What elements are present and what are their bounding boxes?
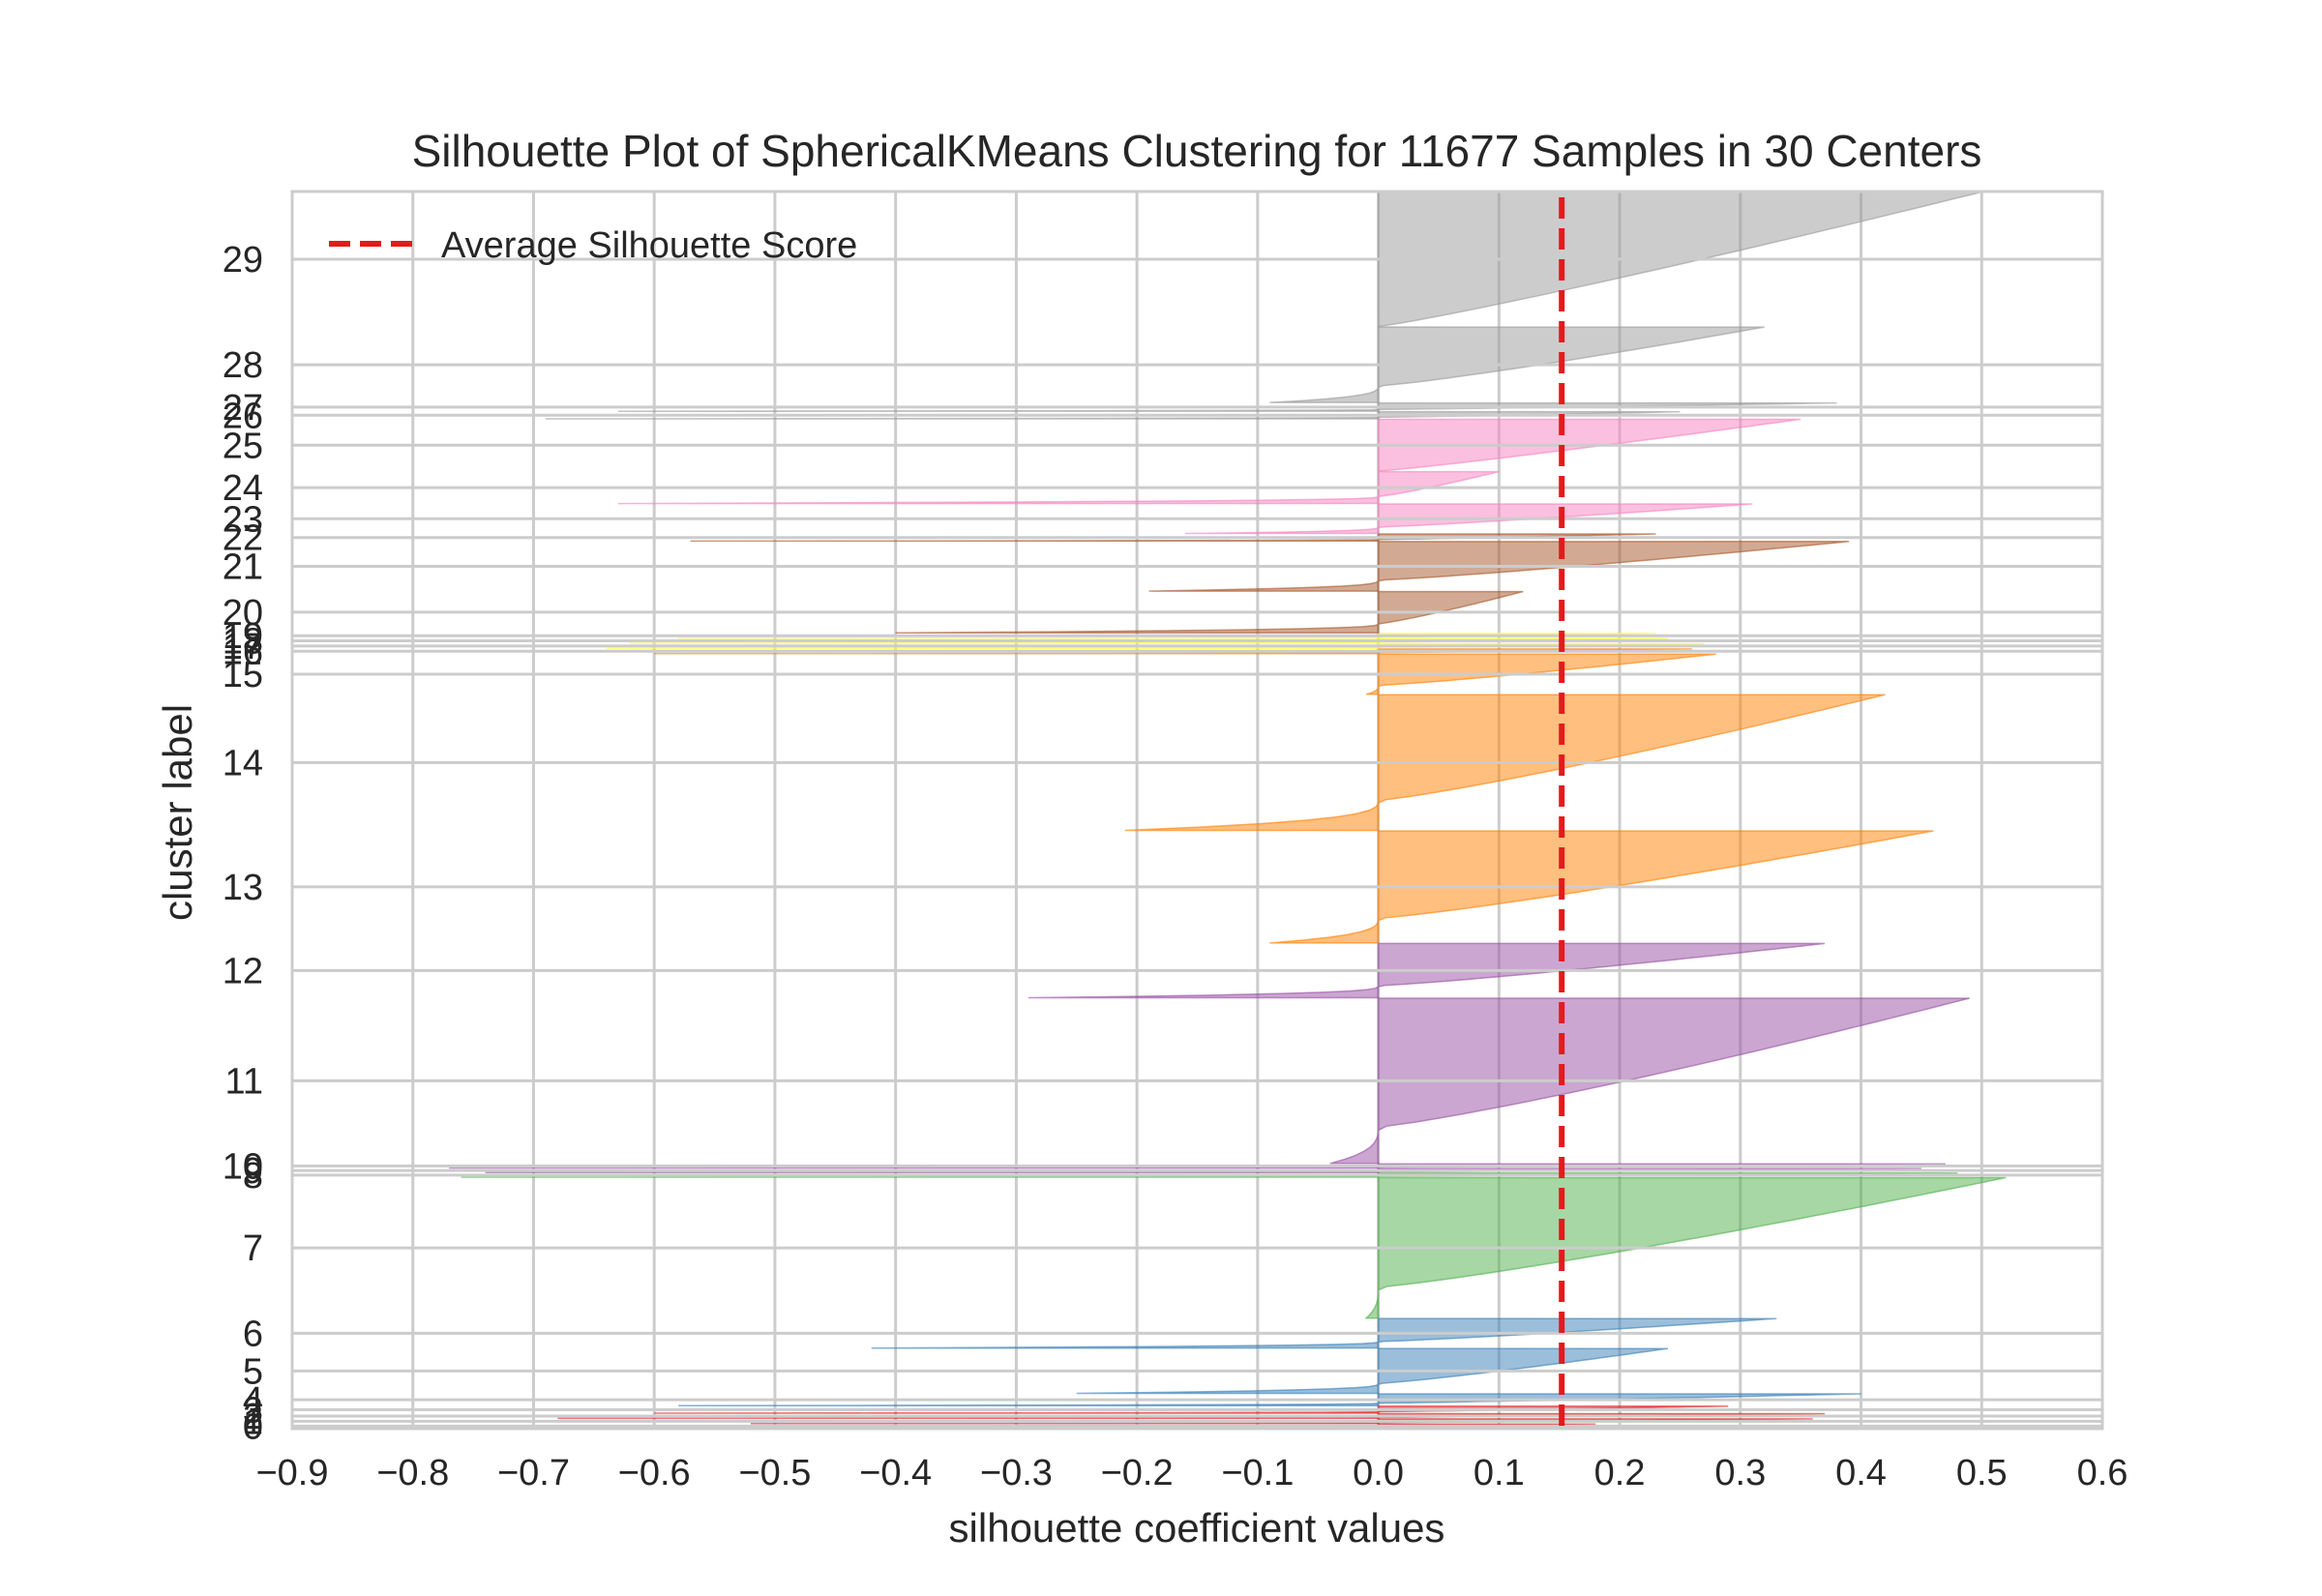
y-tick-label: 11 bbox=[225, 1061, 263, 1102]
legend: Average Silhouette Score bbox=[329, 225, 857, 266]
legend-label-average-silhouette-score: Average Silhouette Score bbox=[441, 225, 857, 266]
x-tick-label: −0.2 bbox=[1101, 1453, 1174, 1493]
y-tick-label: 3 bbox=[243, 1390, 263, 1431]
x-tick-label: 0.4 bbox=[1835, 1453, 1887, 1493]
x-tick-label: 0.2 bbox=[1594, 1453, 1646, 1493]
x-tick-label: −0.1 bbox=[1221, 1453, 1294, 1493]
y-tick-label: 17 bbox=[223, 627, 263, 667]
y-axis-label: cluster label bbox=[155, 704, 200, 921]
x-tick-label: 0.0 bbox=[1353, 1453, 1404, 1493]
x-tick-label: 0.3 bbox=[1714, 1453, 1766, 1493]
y-tick-label: 14 bbox=[223, 743, 263, 783]
plot-frame bbox=[290, 190, 2104, 1431]
x-tick-label: −0.8 bbox=[376, 1453, 449, 1493]
y-tick-label: 29 bbox=[223, 240, 263, 281]
y-tick-label: 15 bbox=[223, 655, 263, 695]
y-tick-label: 6 bbox=[243, 1314, 263, 1354]
y-tick-label: 22 bbox=[223, 518, 263, 559]
x-tick-label: −0.5 bbox=[738, 1453, 811, 1493]
y-tick-label: 1 bbox=[243, 1402, 263, 1442]
grid-layer bbox=[290, 192, 2104, 1429]
y-tick-label: 2 bbox=[243, 1397, 263, 1437]
y-tick-label: 25 bbox=[223, 426, 263, 466]
y-tick-label: 5 bbox=[243, 1351, 263, 1392]
y-tick-label: 24 bbox=[223, 468, 263, 509]
x-tick-label: 0.5 bbox=[1956, 1453, 2008, 1493]
y-tick-label: 20 bbox=[223, 593, 263, 634]
x-tick-label: 0.1 bbox=[1474, 1453, 1525, 1493]
y-tick-label: 7 bbox=[243, 1228, 263, 1269]
y-tick-label: 4 bbox=[243, 1380, 263, 1421]
y-tick-label: 18 bbox=[223, 622, 263, 663]
x-tick-label: −0.4 bbox=[859, 1453, 932, 1493]
silhouette-fill-layer bbox=[412, 191, 2007, 1430]
x-tick-label: 0.6 bbox=[2077, 1453, 2128, 1493]
cluster-row-gridlines bbox=[292, 257, 2102, 1428]
y-tick-label: 0 bbox=[243, 1406, 263, 1447]
y-tick-labels: 0123456789101112131415161718192021222324… bbox=[223, 240, 263, 1447]
x-axis-label: silhouette coefficient values bbox=[949, 1505, 1445, 1551]
y-tick-label: 16 bbox=[223, 632, 263, 672]
y-tick-label: 9 bbox=[243, 1151, 263, 1192]
y-tick-label: 28 bbox=[223, 345, 263, 386]
silhouette-cluster-7 bbox=[1364, 1176, 2007, 1319]
chart-title: Silhouette Plot of SphericalKMeans Clust… bbox=[412, 126, 1982, 176]
y-tick-label: 23 bbox=[223, 499, 263, 540]
y-tick-label: 26 bbox=[223, 396, 263, 436]
y-tick-label: 12 bbox=[223, 951, 263, 991]
y-tick-label: 8 bbox=[243, 1156, 263, 1197]
y-tick-label: 13 bbox=[223, 868, 263, 908]
x-tick-label: −0.3 bbox=[980, 1453, 1053, 1493]
silhouette-cluster-11 bbox=[1329, 997, 1970, 1165]
x-tick-label: −0.7 bbox=[497, 1453, 570, 1493]
y-tick-label: 19 bbox=[223, 616, 263, 657]
y-tick-label: 10 bbox=[223, 1146, 263, 1187]
y-tick-label: 27 bbox=[223, 388, 263, 429]
y-tick-label: 21 bbox=[223, 547, 263, 587]
x-tick-labels: −0.9 −0.8 −0.7 −0.6 −0.5 −0.4 −0.3 −0.2 −0.1 0.0 0… bbox=[255, 1453, 2128, 1493]
x-tick-label: −0.6 bbox=[618, 1453, 691, 1493]
x-tick-label: −0.9 bbox=[255, 1453, 328, 1493]
